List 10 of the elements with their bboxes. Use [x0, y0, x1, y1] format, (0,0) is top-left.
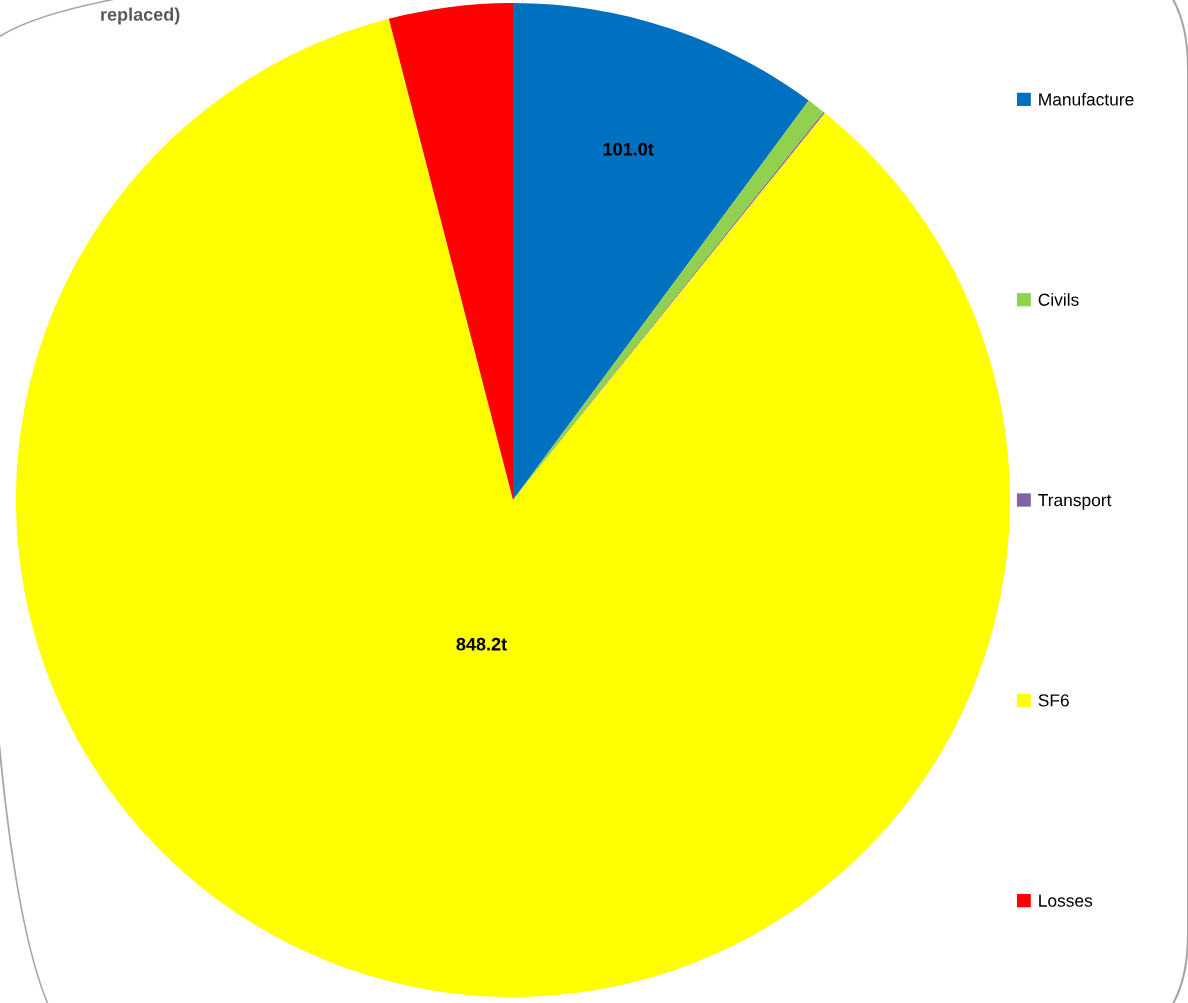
legend-label: Transport: [1038, 494, 1112, 510]
pie-slice: [388, 3, 513, 500]
chart-title: replaced): [101, 7, 180, 25]
legend-label: SF6: [1038, 694, 1069, 707]
legend-label: Losses: [1039, 894, 1093, 907]
data-label: 848.2t: [456, 637, 507, 651]
pie-slice: [513, 3, 809, 500]
data-label: 101.0t: [603, 142, 654, 156]
legend-label: Manufacture: [1039, 92, 1134, 106]
legend-label: Civils: [1038, 293, 1079, 306]
